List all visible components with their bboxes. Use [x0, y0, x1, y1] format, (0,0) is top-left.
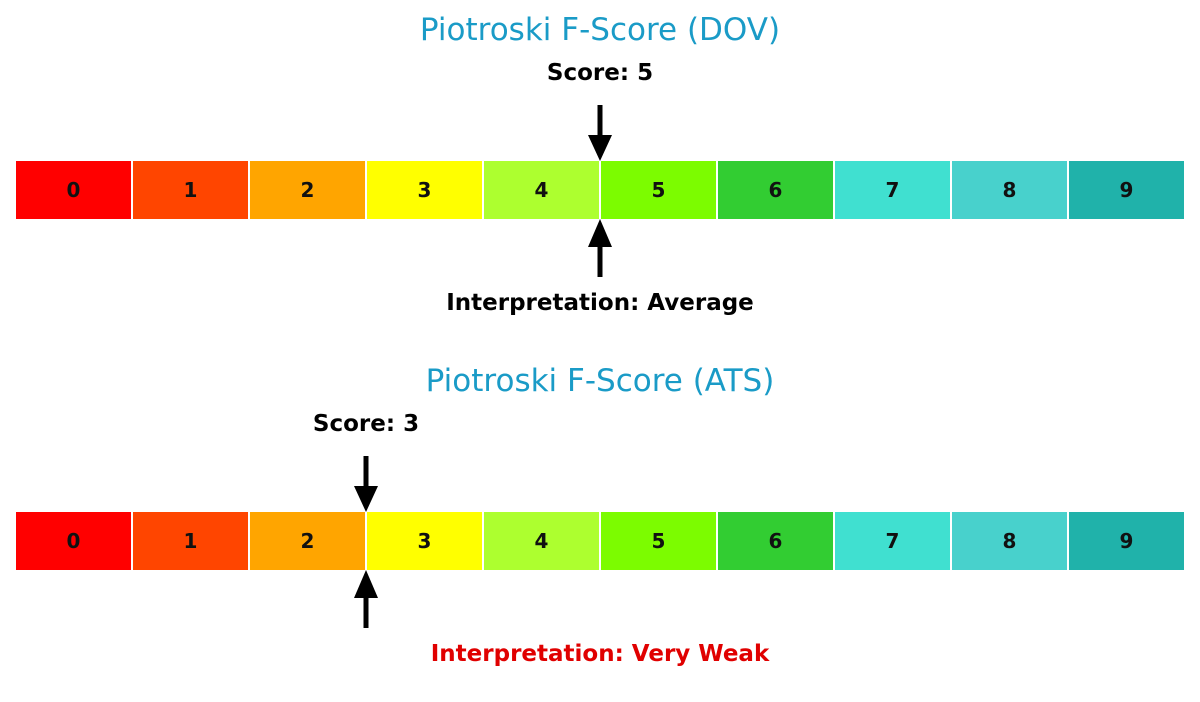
interpretation-label-ats: Interpretation: Very Weak [430, 641, 770, 667]
segment-2: 2 [250, 512, 367, 570]
segment-9: 9 [1069, 161, 1184, 219]
score-label-dov: Score: 5 [546, 60, 654, 86]
segment-0: 0 [16, 161, 133, 219]
segment-1: 1 [133, 512, 250, 570]
segment-5: 5 [601, 512, 718, 570]
score-bar-dov: 0 1 2 3 4 5 6 7 8 9 [16, 161, 1184, 219]
segment-2: 2 [250, 161, 367, 219]
segment-5: 5 [601, 161, 718, 219]
segment-7: 7 [835, 161, 952, 219]
segment-8: 8 [952, 161, 1069, 219]
chart-title-ats: Piotroski F-Score (ATS) [425, 363, 775, 399]
segment-0: 0 [16, 512, 133, 570]
segment-3: 3 [367, 161, 484, 219]
down-arrow-icon [588, 105, 612, 161]
up-arrow-icon [588, 219, 612, 277]
segment-7: 7 [835, 512, 952, 570]
segment-1: 1 [133, 161, 250, 219]
interpretation-label-dov: Interpretation: Average [446, 290, 754, 316]
up-arrow-icon [354, 570, 378, 628]
segment-4: 4 [484, 512, 601, 570]
segment-6: 6 [718, 161, 835, 219]
down-arrow-icon [354, 456, 378, 512]
segment-8: 8 [952, 512, 1069, 570]
segment-9: 9 [1069, 512, 1184, 570]
segment-3: 3 [367, 512, 484, 570]
score-label-ats: Score: 3 [312, 411, 420, 437]
score-bar-ats: 0 1 2 3 4 5 6 7 8 9 [16, 512, 1184, 570]
chart-title-dov: Piotroski F-Score (DOV) [419, 12, 781, 48]
segment-4: 4 [484, 161, 601, 219]
segment-6: 6 [718, 512, 835, 570]
